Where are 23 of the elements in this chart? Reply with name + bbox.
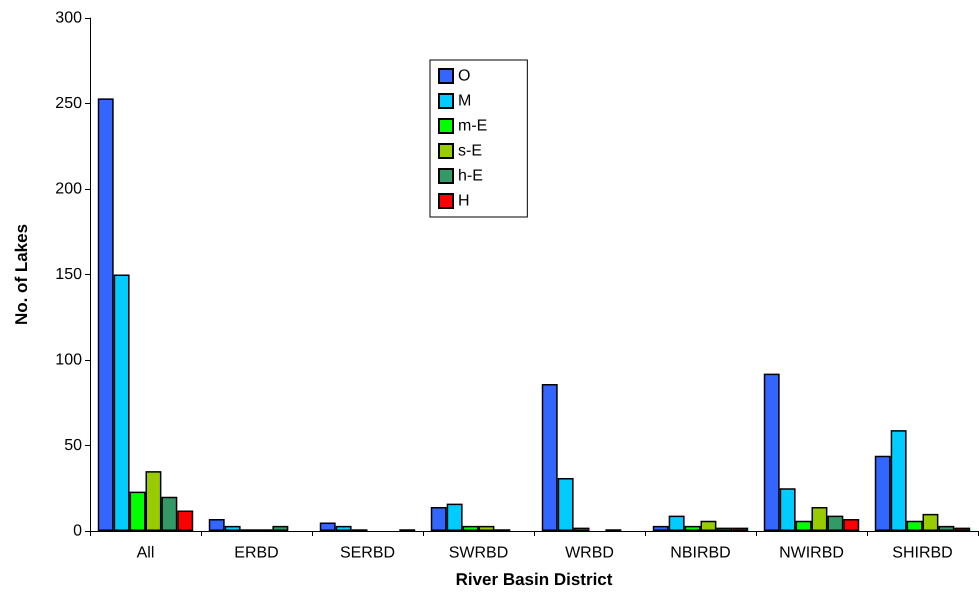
x-tick-label: NBIRBD [670, 544, 731, 562]
y-tick-label: 50 [64, 437, 82, 454]
legend-label: O [458, 68, 470, 84]
legend-label: M [458, 92, 472, 110]
x-tick-label: ERBD [234, 544, 279, 562]
legend-label: m-E [458, 118, 488, 134]
x-axis-title: River Basin District [456, 570, 613, 589]
y-tick-label: 0 [73, 522, 82, 540]
x-tick-label: WRBD [565, 544, 614, 562]
x-tick-label: All [136, 544, 154, 562]
y-tick-label: 100 [55, 352, 82, 368]
x-tick-label: SERBD [340, 544, 396, 562]
legend-label: s-E [458, 142, 482, 160]
y-tick-label: 300 [55, 10, 82, 26]
y-tick-label: 200 [55, 180, 82, 198]
legend-label: h-E [458, 168, 483, 184]
y-axis-title: No. of Lakes [12, 224, 31, 326]
y-tick-label: 150 [55, 266, 82, 283]
legend-label: H [458, 192, 470, 210]
x-tick-label: SWRBD [448, 544, 508, 562]
x-tick-label: SHIRBD [892, 544, 953, 562]
y-tick-label: 250 [55, 95, 82, 112]
x-tick-label: NWIRBD [779, 544, 844, 562]
